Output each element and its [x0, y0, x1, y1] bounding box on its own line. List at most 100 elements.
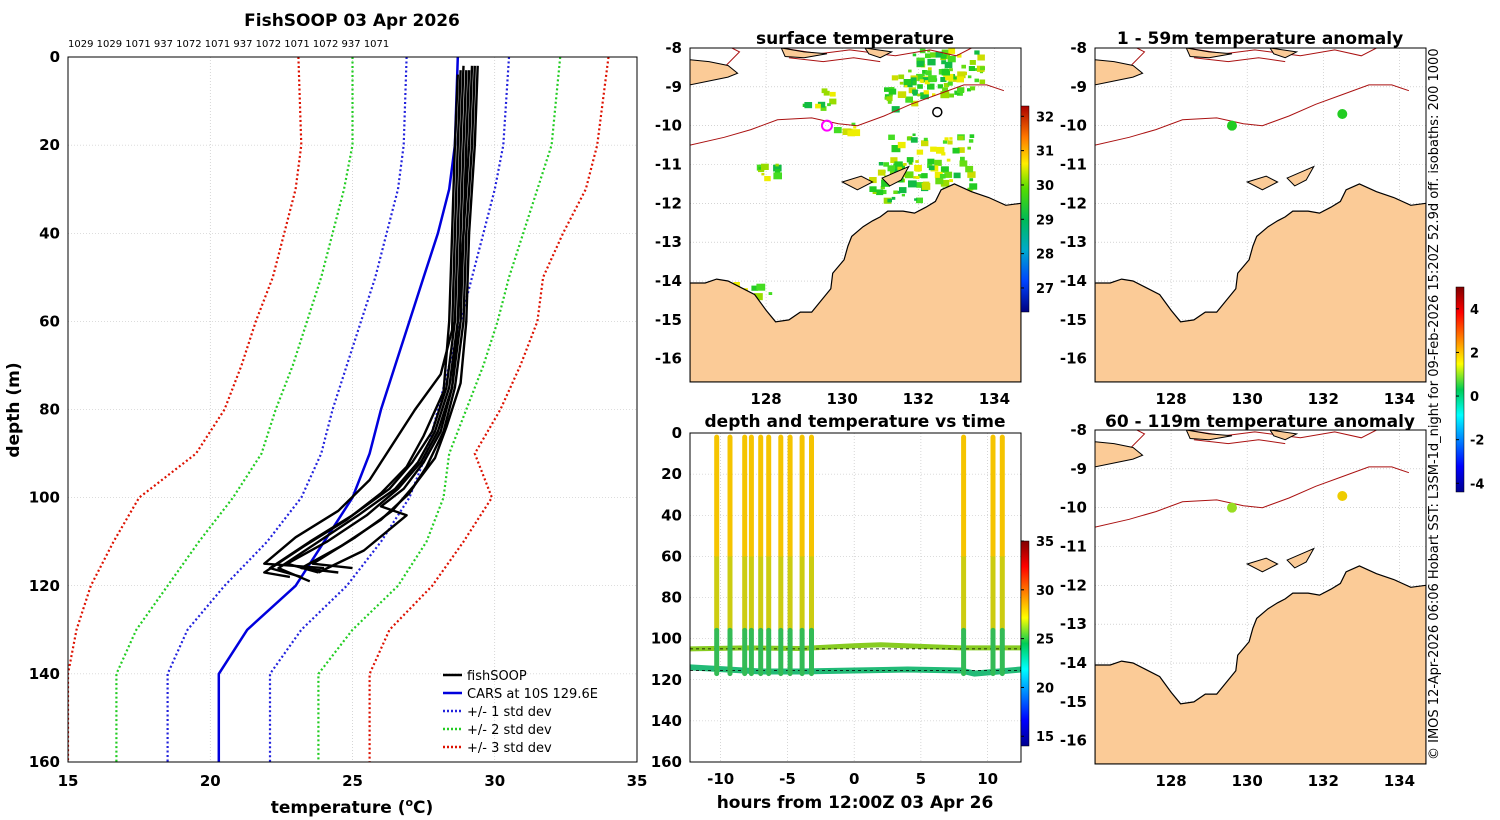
- sst-pixel: [751, 285, 758, 291]
- sst-pixel: [977, 54, 985, 61]
- profile-ytick-label: 0: [50, 48, 60, 66]
- sst-pixel: [851, 129, 861, 137]
- sst-pixel: [887, 100, 892, 104]
- sst-pixel: [941, 49, 950, 57]
- timor-land: [1185, 430, 1233, 441]
- time-ytick-label: 0: [672, 424, 682, 442]
- time-panel-xlabel: hours from 12:00Z 03 Apr 26: [717, 793, 994, 813]
- legend-label-fishsoop: fishSOOP: [467, 669, 527, 684]
- sst-pixel: [949, 68, 953, 72]
- time-panel: depth and temperature vs time -10 -5 0 5 100…: [651, 412, 1054, 813]
- sst-pixel: [916, 182, 924, 188]
- timor-land: [1269, 48, 1299, 59]
- sst-pixel: [953, 172, 961, 179]
- sst-pixel: [891, 106, 900, 113]
- profile-ytick-label: 60: [39, 312, 60, 330]
- isobath-1000-line: [723, 48, 741, 68]
- map-ytick-label: -9: [1070, 78, 1087, 96]
- sst-pixel: [927, 67, 932, 71]
- sst-pixel: [923, 137, 928, 141]
- profile-axes-frame: [67, 56, 638, 763]
- island-land: [840, 175, 874, 191]
- sst-pixel: [899, 81, 904, 85]
- island-land: [1286, 165, 1315, 187]
- sst-pixel: [815, 103, 821, 109]
- sst-pixel: [928, 165, 935, 171]
- time-ytick-label: 20: [661, 465, 682, 483]
- australia-land: [690, 183, 1021, 382]
- profile-ytick-label: 20: [39, 136, 60, 154]
- profile-line-sd1-hi: [268, 57, 511, 762]
- profile-top-labels: 1029 1029 1071 937 1072 1071 937 1072 10…: [68, 39, 389, 50]
- sst-pixel: [943, 82, 950, 88]
- sst-pixel: [912, 53, 917, 57]
- time-ytick-label: 140: [651, 712, 682, 730]
- profile-ytick-label: 100: [29, 489, 60, 507]
- sst-pixel: [957, 87, 965, 93]
- profile-xtick-label: 35: [627, 772, 648, 790]
- sst-pixel: [940, 166, 949, 173]
- sst-pixel: [893, 163, 901, 169]
- sst-pixel: [969, 134, 975, 138]
- map-xtick-label: 130: [827, 390, 858, 408]
- map-xtick-label: 132: [1308, 390, 1339, 408]
- anomaly-point: [1337, 109, 1348, 120]
- profile-ytick-label: 40: [39, 224, 60, 242]
- sst-pixel: [956, 91, 963, 96]
- sst-map-ticks: 128 130 132 134 -8 -9 -10 -11 -12 -13 -14 -15 -16: [655, 39, 1010, 408]
- sst-pixel: [820, 106, 827, 111]
- sst-pixel: [881, 179, 890, 187]
- sst-pixel: [967, 146, 971, 150]
- sst-site-marker: [820, 119, 833, 132]
- time-xtick-label: -10: [707, 770, 734, 788]
- sst-pixel: [821, 88, 828, 94]
- sst-pixel: [943, 75, 947, 78]
- sst-map-title: surface temperature: [756, 29, 954, 49]
- sst-pixel: [773, 172, 782, 180]
- time-ytick-label: 160: [651, 753, 682, 771]
- isobath-1000-line: [1193, 57, 1286, 63]
- side-credit-text: © IMOS 12-Apr-2026 06:06 Hobart SST: L3S…: [1427, 48, 1442, 760]
- sst-pixel: [897, 91, 907, 98]
- map-ytick-label: -11: [1060, 156, 1087, 174]
- sst-pixel: [925, 70, 932, 76]
- sst-colorbar-label: 28: [1036, 248, 1054, 263]
- sst-pixel: [872, 190, 877, 194]
- profile-xtick-label: 30: [484, 772, 505, 790]
- sst-colorbar-label: 30: [1036, 179, 1054, 194]
- time-colorbar: [1020, 540, 1030, 747]
- sst-pixel: [942, 87, 948, 92]
- anomaly-map-1-frame: [1094, 47, 1427, 383]
- map-ytick-label: -8: [665, 39, 682, 57]
- map-ytick-label: -9: [1070, 460, 1087, 478]
- time-xtick-label: -5: [779, 770, 796, 788]
- sst-pixel: [947, 140, 953, 145]
- sst-pixel: [884, 87, 890, 92]
- legend-label-sd1: +/- 1 std dev: [467, 705, 552, 720]
- sst-pixel: [878, 162, 884, 166]
- sst-pixel: [889, 93, 893, 97]
- sst-pixel: [897, 166, 902, 171]
- sst-pixel: [889, 169, 897, 175]
- sst-pixel: [949, 137, 953, 140]
- sst-land: [690, 48, 1021, 382]
- sst-pixel: [891, 75, 899, 81]
- sst-pixel: [930, 146, 937, 152]
- sst-pixel: [961, 64, 966, 69]
- map-ytick-label: -10: [1060, 499, 1087, 517]
- profile-xtick-label: 25: [342, 772, 363, 790]
- time-xtick-label: 10: [977, 770, 998, 788]
- sst-pixel: [941, 68, 950, 76]
- anomaly-colorbar-label: -4: [1470, 477, 1484, 492]
- sst-pixel: [921, 140, 929, 147]
- time-xtick-label: 5: [916, 770, 926, 788]
- sst-pixel: [934, 171, 943, 179]
- sst-pixel: [883, 162, 889, 167]
- sst-pixel: [944, 171, 953, 178]
- legend-label-cars: CARS at 10S 129.6E: [467, 687, 598, 702]
- map-xtick-label: 128: [750, 390, 781, 408]
- sst-pixel: [965, 165, 974, 173]
- map-xtick-label: 134: [1384, 390, 1415, 408]
- sst-pixels: [725, 48, 986, 302]
- anomaly-point: [1226, 502, 1237, 513]
